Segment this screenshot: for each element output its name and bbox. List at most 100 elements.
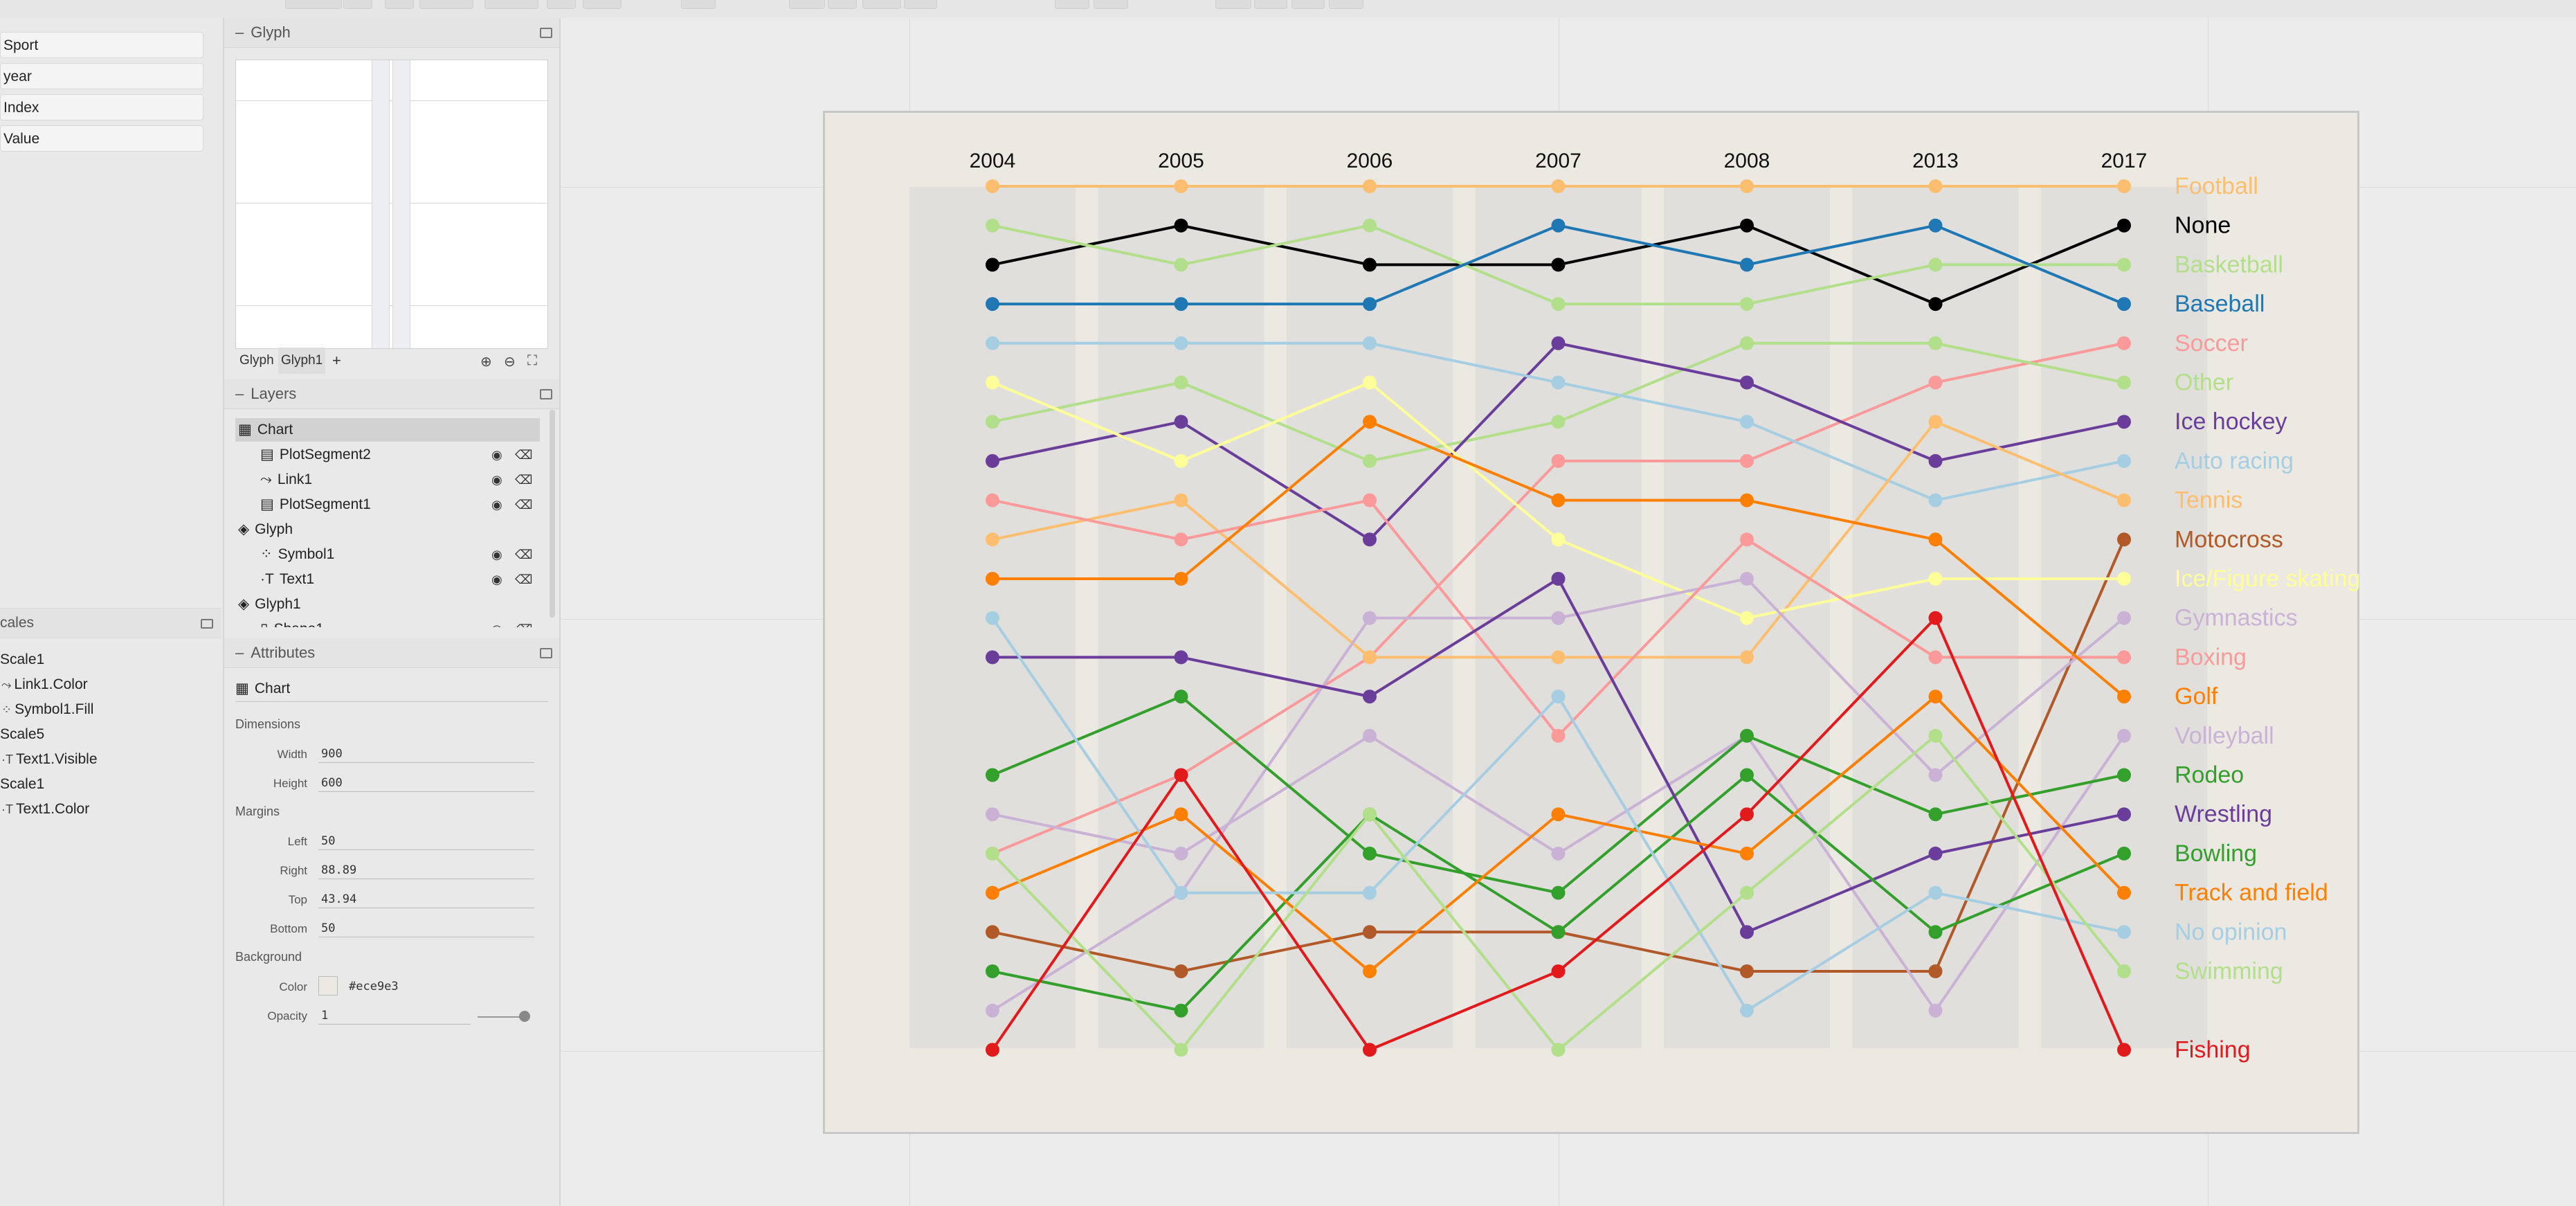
popout-icon[interactable] — [540, 648, 552, 658]
series-label: Fishing — [2175, 1036, 2251, 1063]
popout-icon[interactable] — [540, 28, 552, 38]
toolbar-button[interactable] — [1291, 0, 1325, 9]
opacity-input[interactable]: 1 — [318, 1007, 471, 1025]
eraser-icon[interactable]: ⌫ — [515, 548, 533, 561]
toolbar-button[interactable] — [1215, 0, 1251, 9]
toolbar-button[interactable] — [1055, 0, 1089, 9]
data-point — [1363, 650, 1377, 665]
toolbar-button[interactable] — [904, 0, 937, 9]
data-point — [1928, 885, 1943, 900]
toolbar-button[interactable] — [385, 0, 414, 9]
eye-icon[interactable]: ◉ — [491, 473, 502, 487]
scale-mapping-item[interactable]: ·T Text1.Visible — [1, 749, 98, 770]
x-tick-label: 2017 — [2101, 150, 2148, 172]
layer-glyph1[interactable]: ◈ Glyph1 — [235, 593, 540, 616]
field-value[interactable]: Value — [0, 125, 203, 152]
scale-item[interactable]: Scale5 — [0, 724, 44, 745]
glyph1-tab[interactable]: Glyph1 — [278, 348, 326, 374]
field-year[interactable]: year — [0, 63, 203, 89]
data-point — [1551, 1043, 1566, 1057]
color-swatch[interactable] — [318, 976, 338, 996]
bottom-margin-input[interactable]: 50 — [318, 919, 534, 937]
toolbar-button[interactable] — [484, 0, 538, 9]
toolbar-button[interactable] — [789, 0, 825, 9]
eraser-icon[interactable]: ⌫ — [515, 448, 533, 462]
eye-icon[interactable]: ◉ — [491, 618, 502, 627]
layer-chart[interactable]: ▦ Chart — [235, 418, 540, 442]
data-point — [1740, 493, 1754, 507]
data-point — [2117, 964, 2131, 978]
add-glyph-button[interactable]: + — [332, 352, 341, 369]
data-point — [1551, 650, 1566, 665]
toolbar-button[interactable] — [419, 0, 473, 9]
scale-label: Scale5 — [0, 726, 45, 742]
toolbar-button[interactable] — [583, 0, 622, 9]
data-point — [986, 336, 999, 350]
data-point — [1363, 453, 1377, 468]
scale-mapping-item[interactable]: ⁘ Symbol1.Fill — [1, 699, 93, 720]
data-point — [1174, 375, 1188, 390]
right-margin-input[interactable]: 88.89 — [318, 861, 534, 879]
glyph-tab[interactable]: Glyph — [239, 353, 274, 368]
glyph-editor-canvas[interactable] — [235, 60, 548, 349]
popout-icon[interactable] — [201, 619, 213, 629]
scale-mapping-item[interactable]: ⤳ Link1.Color — [1, 674, 88, 695]
eye-icon[interactable]: ◉ — [491, 498, 502, 512]
scale-item[interactable]: Scale1 — [0, 649, 44, 670]
opacity-slider-track[interactable] — [478, 1016, 526, 1018]
data-point — [1174, 1003, 1188, 1018]
collapse-icon[interactable]: – — [235, 385, 244, 402]
opacity-slider-thumb[interactable] — [519, 1011, 530, 1022]
layer-plotsegment2[interactable]: ▤ PlotSegment2 ◉ ⌫ — [235, 443, 540, 467]
toolbar-button[interactable] — [1329, 0, 1363, 9]
toolbar-button[interactable] — [862, 0, 901, 9]
zoom-out-icon[interactable]: ⊖ — [504, 354, 516, 370]
eye-icon[interactable]: ◉ — [491, 448, 502, 462]
data-point — [1174, 532, 1188, 547]
collapse-icon[interactable]: – — [235, 644, 244, 661]
color-value[interactable]: #ece9e3 — [349, 980, 399, 993]
popout-icon[interactable] — [540, 389, 552, 399]
left-margin-input[interactable]: 50 — [318, 832, 534, 850]
toolbar-button[interactable] — [285, 0, 342, 9]
data-point — [1551, 925, 1566, 939]
layer-link1[interactable]: ⤳ Link1 ◉ ⌫ — [235, 468, 540, 492]
data-point — [1740, 415, 1754, 429]
toolbar-button[interactable] — [1254, 0, 1287, 9]
layer-text1[interactable]: ·T Text1 ◉ ⌫ — [235, 568, 540, 591]
data-point — [1174, 258, 1188, 272]
layer-shape1[interactable]: ▯ Shape1 ◉ ⌫ — [235, 618, 540, 627]
eraser-icon[interactable]: ⌫ — [515, 573, 533, 586]
layers-scrollbar[interactable] — [550, 410, 555, 618]
zoom-in-icon[interactable]: ⊕ — [480, 354, 492, 370]
data-point — [986, 650, 999, 665]
scale-item[interactable]: Scale1 — [0, 774, 44, 795]
fit-view-icon[interactable]: ⛶ — [527, 353, 537, 368]
layer-plotsegment1[interactable]: ▤ PlotSegment1 ◉ ⌫ — [235, 493, 540, 516]
layer-symbol1[interactable]: ⁘ Symbol1 ◉ ⌫ — [235, 543, 540, 566]
data-point — [1363, 728, 1377, 743]
data-point — [2117, 532, 2131, 547]
eye-icon[interactable]: ◉ — [491, 548, 502, 561]
eye-icon[interactable]: ◉ — [491, 573, 502, 586]
eraser-icon[interactable]: ⌫ — [515, 498, 533, 512]
collapse-icon[interactable]: – — [235, 24, 244, 41]
eraser-icon[interactable]: ⌫ — [515, 473, 533, 487]
attributes-panel-header: – Attributes — [224, 638, 559, 668]
toolbar-button[interactable] — [828, 0, 857, 9]
toolbar-button[interactable] — [681, 0, 716, 9]
eraser-icon[interactable]: ⌫ — [515, 618, 532, 627]
data-point — [2117, 768, 2131, 782]
layer-glyph[interactable]: ◈ Glyph — [235, 518, 540, 541]
width-input[interactable]: 900 — [318, 745, 534, 763]
bump-chart[interactable]: 2004 2005 2006 2007 2008 2013 2017 Football Non… — [823, 111, 2360, 1134]
field-sport[interactable]: Sport — [0, 32, 203, 58]
toolbar-button[interactable] — [547, 0, 576, 9]
scale-mapping-item[interactable]: ·T Text1.Color — [1, 799, 89, 820]
height-input[interactable]: 600 — [318, 774, 534, 792]
toolbar-button[interactable] — [343, 0, 372, 9]
toolbar-button[interactable] — [1094, 0, 1128, 9]
field-index[interactable]: Index — [0, 94, 203, 120]
data-point — [1363, 885, 1377, 900]
top-margin-input[interactable]: 43.94 — [318, 890, 534, 908]
